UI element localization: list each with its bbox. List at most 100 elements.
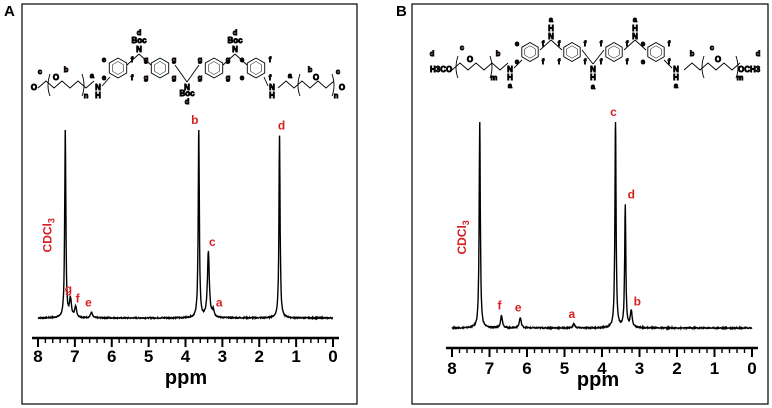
hydrogen-atom: H [548,24,554,33]
bond [138,53,152,66]
alkyl-chain [277,80,335,89]
bond [126,53,140,66]
bond [592,49,605,65]
bond [663,59,673,69]
peak-label-cdcl3: CDCl3 [40,218,56,252]
hydrogen-right: H [673,73,679,82]
tick-label-7: 7 [485,359,494,378]
methoxy-left: H3CO [430,65,452,74]
tick-label-7: 7 [70,347,79,366]
ring-proton-label: g [172,55,177,64]
hydrogen-left: H [507,73,513,82]
boc-proton-label: d [137,28,142,37]
amine-atom: N [548,32,554,41]
bond [234,53,248,66]
methoxy-right: OCH3 [738,65,761,74]
ring-proton-label: g [198,73,203,82]
peak-label-f: f [498,299,503,313]
hydrogen-left: H [95,91,101,100]
panel-a-letter: A [4,3,15,20]
aromatic-circle [208,61,220,75]
repeat-n-left: n [84,91,89,100]
proton-b-left: b [496,49,501,58]
ring-proton-label: f [584,57,587,66]
ring-proton-label: e [102,55,106,64]
ring-proton-label: f [131,55,134,64]
alkyl-chain [683,62,741,71]
alkyl-chain [37,80,95,89]
bond [174,64,188,83]
bond [263,76,269,87]
bond [550,39,563,51]
ring-proton-label: g [144,55,149,64]
x-axis-a: 8 7 6 5 4 3 2 1 0 [32,336,339,366]
proton-c-left: c [38,67,42,76]
proton-c-left: c [460,43,464,52]
ring-proton-label: f [626,39,629,48]
amine-atom: N [184,83,190,92]
oxygen-end-left: O [31,83,37,92]
ring-proton-label: f [668,39,671,48]
oxygen-right: O [313,73,319,82]
amine-left: N [507,65,513,74]
bond [101,76,111,87]
peak-label-e: e [85,295,92,309]
bond [186,64,200,83]
spectrum-b: CDCl3 f e a c d b [451,105,753,332]
aromatic-circle [154,61,166,75]
tick-label-4: 4 [181,347,191,366]
peak-label-d: d [278,119,285,133]
peak-label-b: b [191,113,198,127]
ring-proton-label: f [542,57,545,66]
ring-proton-label: e [641,39,645,48]
panel-a-frame [21,3,358,405]
spectrum-a: CDCl3 gf e b c a d [37,113,334,321]
tick-label-0: 0 [328,347,337,366]
tick-label-2: 2 [255,347,264,366]
ring-proton-label: e [515,57,519,66]
peak-label-f: f [76,292,81,306]
aromatic-circle [250,61,262,75]
tick-label-2: 2 [672,359,681,378]
peak-label-d: d [628,187,635,201]
benzene-ring [108,57,128,79]
repeat-bracket [701,55,739,79]
nh-proton-left: a [508,81,513,90]
ring-proton-label: f [600,39,603,48]
peak-label-a: a [569,307,576,321]
proton-d-left: d [430,49,435,58]
spectrum-trace [37,129,334,321]
amine-atom: N [232,45,238,54]
ring-proton-label: f [269,73,272,82]
alkyl-chain [451,62,509,71]
hydrogen-right: H [269,91,275,100]
amine-right: N [673,65,679,74]
amine-atom: N [590,65,596,74]
repeat-bracket [455,55,493,79]
tick-label-1: 1 [291,347,300,366]
x-axis-b: 8 7 6 5 4 3 2 1 0 [446,346,758,378]
x-axis-title-b: ppm [577,369,619,391]
bond [539,39,552,51]
oxygen-end-right: O [339,83,345,92]
proton-a-left: a [90,71,95,80]
tick-label-8: 8 [447,359,456,378]
proton-a-right: a [288,71,293,80]
peak-label-b: b [634,295,641,309]
ring-proton-label: f [584,39,587,48]
repeat-bracket [47,73,85,97]
bond [581,49,594,65]
x-axis-title-a: ppm [165,367,207,389]
tick-label-0: 0 [747,359,756,378]
hydrogen-atom: H [632,24,638,33]
nh-proton-label: a [549,15,554,24]
aromatic-circle [524,45,536,59]
tick-label-6: 6 [522,359,531,378]
ring-proton-label: g [226,73,231,82]
proton-b-right: b [308,65,313,74]
benzene-ring [563,41,581,63]
amine-atom: N [136,45,142,54]
benzene-ring [521,41,539,63]
panel-b-letter: B [396,3,407,20]
